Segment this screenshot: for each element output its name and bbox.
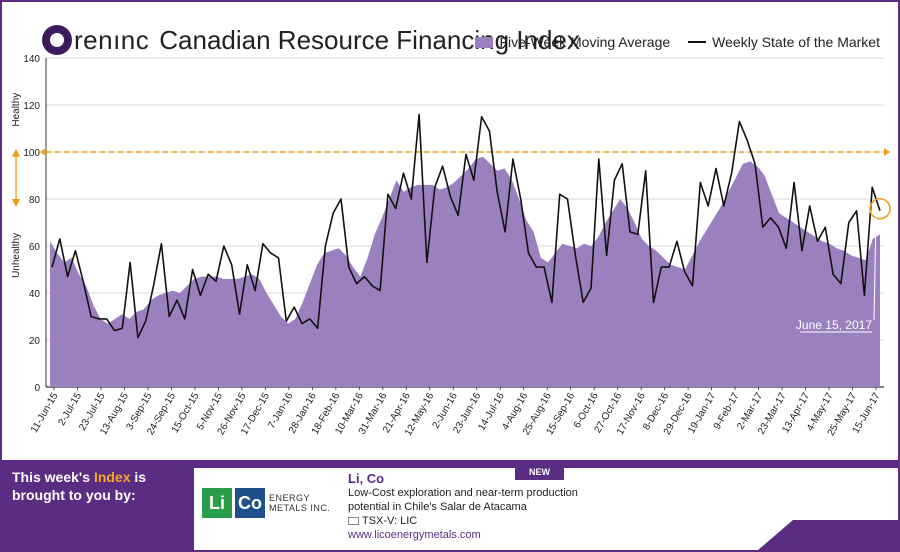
sponsor-desc-1: Low-Cost exploration and near-term produ… — [348, 487, 578, 499]
y-tick-label-140: 140 — [23, 54, 40, 65]
y-tick-label-20: 20 — [29, 336, 41, 347]
intro-text-a: This week's — [12, 469, 91, 485]
y-tick-label-0: 0 — [34, 383, 40, 394]
series-weekly-state-of-the-market — [51, 113, 881, 339]
logo-line-2: METALS INC. — [269, 503, 331, 513]
legend-line-label: Weekly State of the Market — [712, 34, 880, 50]
y-tick-label-40: 40 — [29, 289, 41, 300]
logo-tile-li: Li — [202, 488, 232, 518]
footer-corner-decoration — [758, 520, 898, 550]
oreninc-logo-icon — [42, 25, 72, 55]
axis-arrow-up-icon — [12, 148, 20, 157]
chart-canvas: 0 20 40 60 80 100 120 140 Healthy Unhealthy June 1… — [11, 54, 891, 438]
sponsor-footer: This week's Index is brought to you by: … — [2, 460, 898, 550]
y-label-unhealthy: Unhealthy — [11, 233, 22, 278]
sponsor-logo[interactable]: Li Co ENERGY METALS INC. — [202, 488, 330, 518]
chart-legend: Five-Week Moving Average Weekly State of… — [475, 34, 880, 50]
legend-line-swatch — [688, 41, 707, 43]
legend-area-swatch — [475, 36, 494, 48]
axis-arrow-down-icon — [12, 199, 20, 207]
y-tick-label-100: 100 — [23, 148, 40, 159]
y-tick-label-120: 120 — [23, 101, 40, 112]
ticker-flag-icon — [348, 517, 359, 526]
legend-area-label: Five-Week Moving Average — [499, 34, 671, 50]
sponsor-url-link[interactable]: www.licoenergymetals.com — [348, 529, 481, 541]
brand-name: renınc — [74, 24, 150, 55]
logo-tile-co: Co — [235, 488, 265, 518]
latest-point-highlight — [869, 198, 891, 220]
chart-title: Canadian Resource Financing Index — [159, 24, 580, 55]
series-five-week-moving-average — [50, 156, 880, 387]
y-tick-label-80: 80 — [29, 195, 41, 206]
y-tick-label-60: 60 — [29, 242, 41, 253]
threshold-left-arrow-icon — [40, 148, 46, 156]
threshold-right-arrow-icon — [884, 148, 890, 156]
annotation-leader-line — [873, 216, 877, 321]
sponsor-details: Li, Co Low-Cost exploration and near-ter… — [348, 472, 578, 542]
ticker-text: TSX-V: LIC — [362, 515, 418, 527]
new-badge: NEW — [515, 464, 564, 480]
x-tick-label-0: 11-Jun-15 — [29, 391, 61, 435]
logo-wordmark: ENERGY METALS INC. — [269, 493, 330, 513]
sponsor-name: Li, Co — [348, 471, 385, 486]
intro-text-b: is — [134, 469, 147, 485]
sponsor-ticker: TSX-V: LIC — [348, 514, 578, 528]
intro-index-word: Index — [93, 469, 131, 485]
chart-header: renınc Canadian Resource Financing Index — [42, 24, 580, 56]
y-label-healthy: Healthy — [11, 93, 22, 127]
annotation-june-15-2017: June 15, 2017 — [796, 318, 872, 332]
logo-line-1: ENERGY — [269, 493, 311, 503]
intro-text-c: brought to you by: — [12, 487, 136, 503]
sponsor-desc-2: potential in Chile's Salar de Atacama — [348, 501, 527, 513]
sponsor-intro: This week's Index is brought to you by: — [2, 460, 194, 550]
